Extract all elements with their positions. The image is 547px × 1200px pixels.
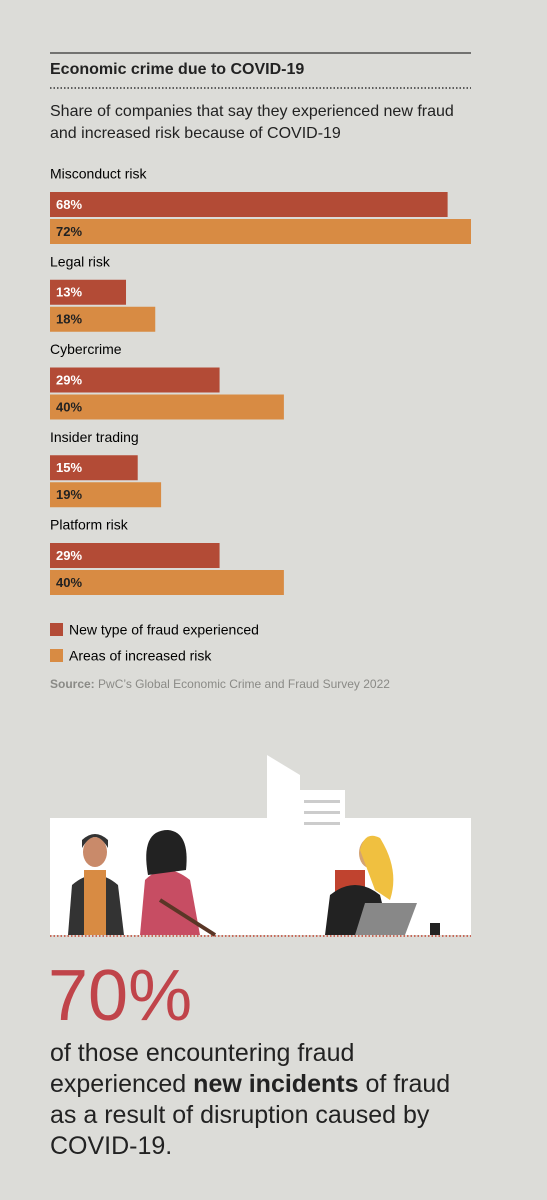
bar	[50, 570, 284, 595]
bar	[50, 192, 448, 217]
legend-swatch	[50, 623, 63, 636]
legend-label: Areas of increased risk	[69, 648, 212, 664]
stat-text-bold: new incidents	[193, 1070, 359, 1098]
legend-swatch	[50, 649, 63, 662]
bar	[50, 219, 471, 244]
bar	[50, 543, 220, 568]
category-label: Platform risk	[50, 517, 129, 533]
value-label: 29%	[56, 372, 82, 387]
category-label: Cybercrime	[50, 341, 122, 357]
value-label: 19%	[56, 487, 82, 502]
bar	[50, 367, 220, 393]
stat-figure: 70%	[48, 956, 193, 1036]
value-label: 13%	[56, 285, 82, 300]
category-label: Misconduct risk	[50, 166, 147, 182]
legend-label: New type of fraud experienced	[69, 622, 259, 638]
bar	[50, 394, 284, 420]
source: Source: PwC’s Global Economic Crime and …	[50, 677, 390, 691]
category-label: Insider trading	[50, 429, 139, 445]
value-label: 72%	[56, 224, 82, 239]
stat-text-after: of fraud as a result of disruption cause…	[50, 1070, 451, 1160]
source-label: Source:	[50, 677, 95, 691]
value-label: 40%	[56, 399, 82, 414]
bar	[50, 482, 162, 508]
illustration	[50, 755, 471, 937]
value-label: 29%	[56, 548, 82, 563]
value-label: 68%	[56, 197, 82, 212]
chart-subtitle: Share of companies that say they experie…	[50, 103, 454, 142]
value-label: 15%	[56, 460, 82, 475]
value-label: 18%	[56, 312, 82, 327]
chart-title: Economic crime due to COVID-19	[50, 61, 305, 78]
stat-text: of those encountering fraud experienced …	[50, 1038, 480, 1162]
category-label: Legal risk	[50, 253, 111, 269]
bar	[50, 279, 127, 305]
stat-text-before: of those encountering fraud experienced	[50, 1039, 355, 1098]
bar	[50, 455, 138, 481]
bar	[50, 306, 156, 332]
source-text: PwC’s Global Economic Crime and Fraud Su…	[98, 677, 390, 691]
value-label: 40%	[56, 575, 82, 590]
